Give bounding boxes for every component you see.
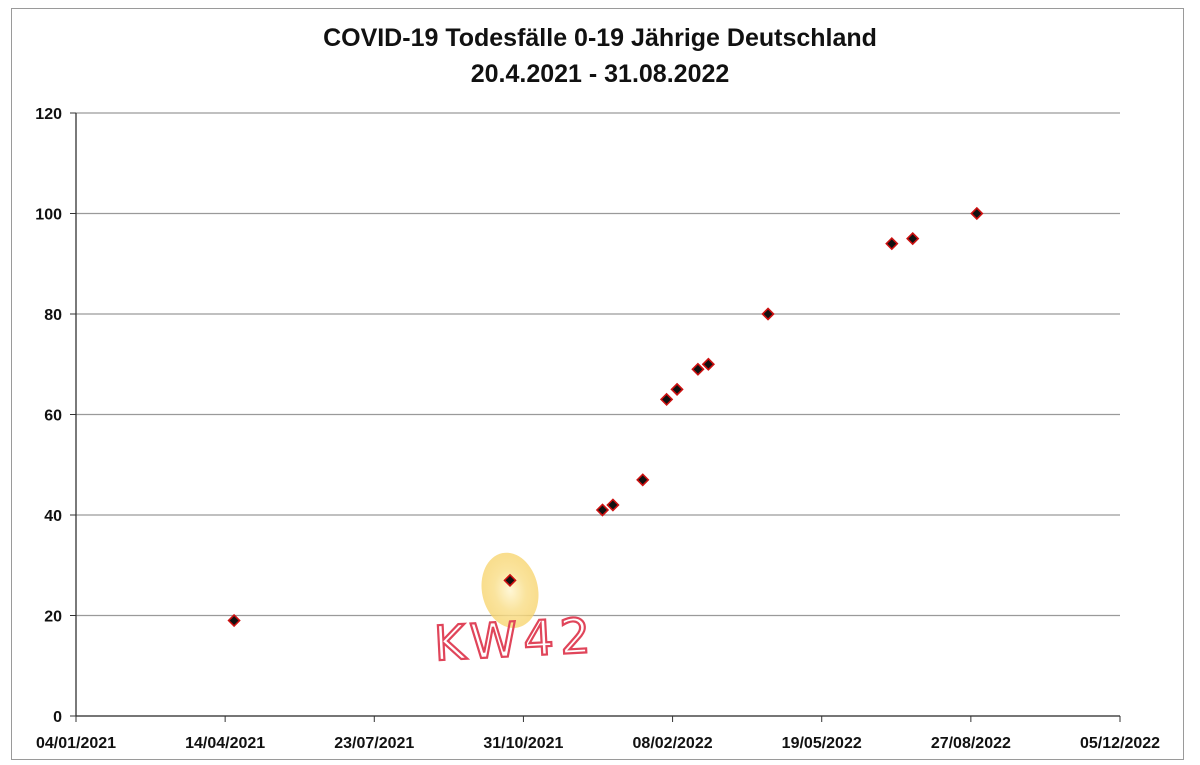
y-tick-label: 100 (35, 207, 62, 224)
x-tick-label: 31/10/2021 (483, 735, 563, 752)
data-point (691, 362, 705, 376)
y-tick-label: 20 (44, 609, 62, 626)
annotation-highlight (481, 552, 539, 628)
chart-subtitle: 20.4.2021 - 31.08.2022 (470, 60, 730, 88)
y-tick-label: 0 (53, 709, 62, 726)
x-tick-label: 27/08/2022 (931, 735, 1011, 752)
x-tick-label: 05/12/2022 (1080, 735, 1160, 752)
x-tick-label: 08/02/2022 (633, 735, 713, 752)
y-tick-label: 40 (44, 508, 62, 525)
x-tick-label: 23/07/2021 (334, 735, 414, 752)
data-point (701, 357, 715, 371)
data-point (906, 231, 920, 246)
y-tick-label: 60 (44, 408, 62, 425)
annotation-label: KW42 (433, 608, 598, 672)
data-point (595, 503, 610, 517)
x-tick-label: 04/01/2021 (36, 735, 116, 752)
data-point (503, 573, 517, 587)
chart-title: COVID-19 Todesfälle 0-19 Jährige Deutsch… (323, 24, 877, 52)
x-tick-label: 19/05/2022 (782, 735, 862, 752)
data-point (970, 206, 984, 221)
data-point (606, 498, 620, 512)
chart-frame (11, 8, 1184, 760)
x-tick-label: 14/04/2021 (185, 735, 265, 752)
data-point (761, 307, 775, 321)
data-point (659, 392, 674, 407)
y-tick-label: 120 (35, 106, 62, 123)
data-point (227, 613, 241, 628)
data-point (885, 237, 899, 251)
y-tick-label: 80 (44, 307, 62, 324)
data-point (670, 382, 684, 397)
data-point (636, 473, 650, 487)
